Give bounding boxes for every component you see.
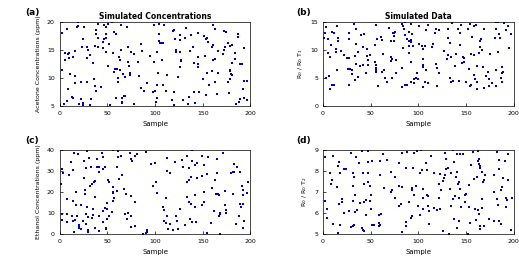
X-axis label: Sample: Sample	[142, 249, 168, 256]
Y-axis label: Ethanol Concentrations (ppm): Ethanol Concentrations (ppm)	[36, 144, 42, 239]
Text: (b): (b)	[296, 8, 311, 17]
X-axis label: Sample: Sample	[405, 121, 431, 127]
Y-axis label: Acetone Concentrations (ppm): Acetone Concentrations (ppm)	[36, 15, 42, 112]
Y-axis label: R$_0$ / R$_0$ T$_2$: R$_0$ / R$_0$ T$_2$	[300, 176, 309, 207]
Text: (c): (c)	[25, 136, 39, 145]
Text: (d): (d)	[296, 136, 311, 145]
X-axis label: Sample: Sample	[405, 249, 431, 256]
Y-axis label: R$_0$ / R$_0$ T$_1$: R$_0$ / R$_0$ T$_1$	[296, 48, 305, 79]
X-axis label: Sample: Sample	[142, 121, 168, 127]
Title: Simulated Concentrations: Simulated Concentrations	[99, 12, 211, 21]
Title: Simulated Data: Simulated Data	[385, 12, 452, 21]
Text: (a): (a)	[25, 8, 40, 17]
